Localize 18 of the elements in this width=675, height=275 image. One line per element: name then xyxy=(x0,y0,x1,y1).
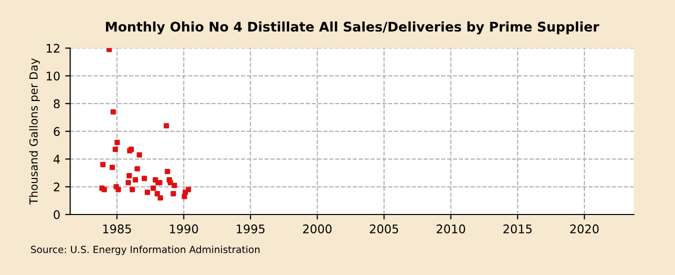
y-tick-label: 10 xyxy=(46,72,60,81)
x-tick-label: 1985 xyxy=(103,224,131,234)
chart-title: Monthly Ohio No 4 Distillate All Sales/Deliveries by Prime Supplier xyxy=(106,21,600,34)
x-tick-label: 2015 xyxy=(503,224,532,234)
x-tick-label: 1995 xyxy=(236,224,264,234)
x-tick-label: 2000 xyxy=(303,224,332,234)
x-tick-label: 2010 xyxy=(436,224,466,234)
x-tick-label: 2005 xyxy=(370,224,398,234)
y-tick-label: 6 xyxy=(54,127,60,136)
x-tick-label: 2020 xyxy=(570,224,599,234)
y-tick-label: 4 xyxy=(54,154,60,164)
source-note: Source: U.S. Energy Information Administration xyxy=(31,246,260,256)
y-tick-label: 12 xyxy=(46,44,60,53)
y-tick-label: 2 xyxy=(54,182,60,192)
y-tick-label: 8 xyxy=(54,99,60,108)
y-axis-title: Thousand Gallons per Day xyxy=(29,58,40,205)
y-tick-label: 0 xyxy=(54,210,60,220)
x-tick-label: 1990 xyxy=(170,224,198,234)
